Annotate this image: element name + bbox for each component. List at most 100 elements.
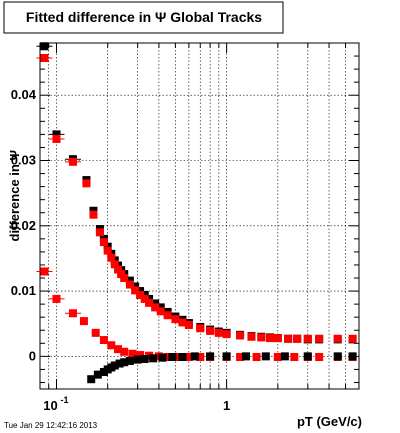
data-point	[68, 309, 77, 318]
chart-title: Fitted difference in Ψ Global Tracks	[26, 9, 262, 25]
data-point	[163, 353, 172, 362]
data-point	[247, 332, 256, 341]
data-point	[115, 359, 124, 368]
series-lower-black	[87, 352, 357, 384]
data-point	[120, 347, 129, 356]
data-point	[293, 334, 302, 343]
data-point	[120, 274, 129, 283]
data-point	[163, 311, 172, 320]
data-point	[89, 210, 98, 219]
data-point	[315, 353, 324, 362]
data-point	[178, 318, 187, 327]
plot-area	[36, 42, 360, 390]
data-point	[99, 238, 108, 247]
data-point	[145, 298, 154, 307]
data-point	[184, 321, 193, 330]
data-series	[36, 42, 357, 384]
data-point	[266, 334, 275, 343]
x-axis-title: pT (GeV/c)	[297, 414, 362, 429]
y-axis-title: difference in Ψ	[7, 150, 22, 241]
data-point	[222, 352, 231, 361]
timestamp: Tue Jan 29 12:42:16 2013	[4, 421, 98, 430]
data-point	[140, 354, 149, 363]
data-point	[136, 351, 145, 360]
data-point	[128, 349, 137, 358]
data-point	[236, 331, 245, 340]
data-point	[303, 334, 312, 343]
data-point	[348, 352, 357, 361]
data-point	[196, 324, 205, 333]
data-point	[151, 303, 160, 312]
data-point	[114, 265, 123, 274]
data-point	[156, 307, 165, 316]
data-point	[261, 352, 270, 361]
data-point	[103, 246, 112, 255]
data-point	[348, 334, 357, 343]
title-box	[3, 1, 284, 34]
data-point	[222, 330, 231, 339]
data-point	[184, 353, 193, 362]
data-point	[241, 352, 250, 361]
data-point	[107, 341, 116, 350]
data-point	[95, 228, 104, 237]
data-point	[315, 334, 324, 343]
data-point	[131, 286, 140, 295]
data-point	[125, 356, 134, 365]
data-point	[125, 280, 134, 289]
data-point	[236, 353, 245, 362]
data-point	[257, 333, 266, 342]
data-point	[52, 294, 61, 303]
data-point	[149, 354, 158, 363]
data-point	[190, 352, 199, 361]
data-point	[99, 336, 108, 345]
data-point	[273, 353, 282, 362]
data-point	[214, 328, 223, 337]
data-point	[110, 361, 119, 370]
data-point	[196, 353, 205, 362]
data-point	[206, 352, 215, 361]
data-point	[136, 290, 145, 299]
y-tick-labels: 0 0.01 0.02 0.03 0.04	[11, 87, 37, 363]
data-point	[168, 353, 177, 362]
data-point	[284, 334, 293, 343]
data-point	[120, 358, 129, 367]
x-tick-labels: 10 -1 1	[43, 395, 230, 413]
data-point	[333, 352, 342, 361]
data-point	[40, 267, 49, 276]
x-tick-label: 1	[223, 398, 230, 413]
data-point	[68, 157, 77, 166]
x-tick-exponent: -1	[60, 395, 68, 405]
y-tick-label: 0.02	[11, 218, 36, 233]
data-point	[91, 328, 100, 337]
x-tick-label: 10	[43, 398, 57, 413]
data-point	[133, 355, 142, 364]
data-point	[206, 326, 215, 335]
series-upper-red	[36, 54, 357, 343]
data-point	[140, 294, 149, 303]
data-point	[110, 260, 119, 269]
data-point	[79, 317, 88, 326]
y-tick-label: 0.03	[11, 153, 36, 168]
data-point	[171, 315, 180, 324]
data-point	[40, 42, 49, 51]
data-point	[333, 334, 342, 343]
grid	[39, 43, 360, 389]
data-point	[52, 134, 61, 143]
data-point	[52, 130, 61, 139]
y-tick-label: 0	[29, 348, 36, 363]
data-point	[280, 352, 289, 361]
data-point	[87, 375, 96, 384]
data-point	[145, 351, 154, 360]
data-point	[158, 353, 167, 362]
data-point	[178, 353, 187, 362]
data-point	[107, 253, 116, 262]
axis-ticks	[39, 43, 360, 389]
y-tick-label: 0.04	[11, 87, 37, 102]
data-point	[82, 179, 91, 188]
data-point	[290, 353, 299, 362]
data-point	[93, 370, 102, 379]
y-tick-label: 0.01	[11, 283, 36, 298]
data-point	[252, 353, 261, 362]
data-point	[303, 352, 312, 361]
